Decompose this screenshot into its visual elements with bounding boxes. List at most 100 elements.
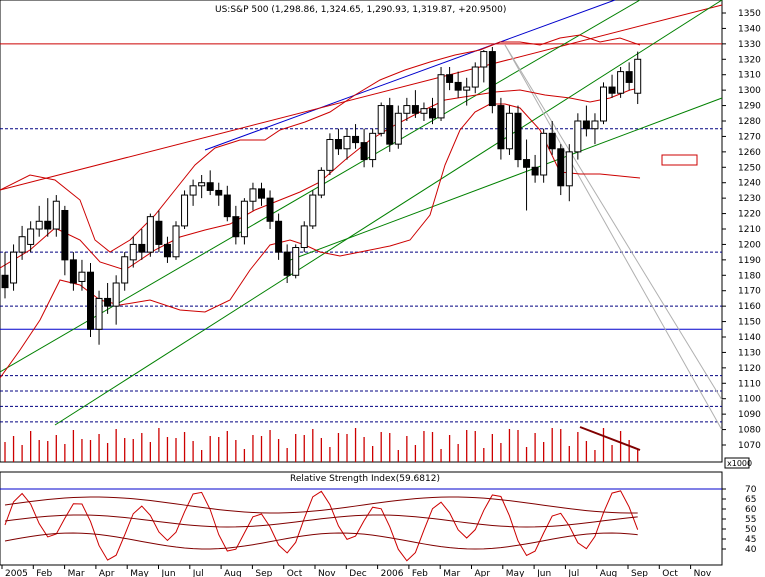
- x-tick-label: Jul: [192, 569, 204, 577]
- volume-bars: [4, 426, 641, 462]
- candle-body: [275, 220, 283, 253]
- x-tick-label: Sep: [255, 569, 272, 577]
- x-tick-label: Sep: [631, 569, 648, 577]
- candle-body: [625, 71, 633, 83]
- x-tick-label: Mar: [68, 569, 85, 577]
- rsi-tick-label: 65: [745, 495, 756, 505]
- candle-body: [206, 182, 214, 191]
- candle-body: [189, 185, 197, 196]
- x-tick-label: Oct: [662, 569, 678, 577]
- price-tick-label: 1310: [738, 71, 761, 81]
- blue-trendline: [204, 0, 616, 151]
- candle-body: [146, 216, 154, 253]
- x-axis: 2005 Feb Mar Apr May Jun Jul Aug Sep Oct Nov Dec 200…: [1, 565, 712, 577]
- price-tick-label: 1230: [738, 194, 761, 204]
- candle-body: [300, 225, 308, 249]
- candle-body: [283, 251, 291, 276]
- candle-body: [403, 105, 411, 114]
- price-tick-label: 1200: [738, 240, 761, 250]
- candle-body: [523, 159, 531, 168]
- price-tick-label: 1280: [738, 117, 761, 127]
- rsi-tick-label: 40: [745, 545, 757, 555]
- x-tick-label: 2005: [5, 569, 28, 577]
- grey-fan-line-1: [504, 44, 723, 431]
- volume-unit-label: x1000: [727, 459, 752, 468]
- price-tick-label: 1140: [738, 333, 761, 343]
- rsi-line: [4, 490, 639, 562]
- candle-body: [232, 216, 240, 238]
- x-tick-label: Dec: [349, 569, 366, 577]
- candle-body: [454, 81, 462, 91]
- trendlines: [0, 0, 723, 431]
- candle-body: [352, 135, 360, 144]
- rsi-band-mid: [4, 514, 638, 528]
- green-lower-trendline: [284, 97, 723, 263]
- candle-body: [600, 86, 607, 122]
- price-tick-label: 1180: [738, 271, 761, 281]
- bollinger-upper: [0, 34, 641, 253]
- rsi-tick-label: 55: [745, 515, 756, 525]
- x-tick-label: Nov: [694, 569, 712, 577]
- candle-body: [420, 108, 428, 114]
- candle-body: [531, 166, 539, 176]
- volume-unit-box: [724, 457, 750, 469]
- candle-body: [198, 182, 206, 187]
- candle-body: [514, 112, 522, 161]
- volume-trendline: [579, 426, 641, 451]
- rsi-chart-title: Relative Strength Index(59.6812): [290, 474, 440, 484]
- candle-body: [258, 188, 265, 199]
- candle-body: [172, 225, 180, 258]
- candle-body: [429, 108, 436, 119]
- candle-body: [61, 209, 69, 261]
- rsi-panel-frame: [0, 471, 723, 566]
- price-tick-label: 1210: [738, 225, 761, 235]
- candle-body: [266, 197, 274, 222]
- green-steep-trendline: [54, 0, 723, 426]
- candle-body: [10, 251, 18, 284]
- candle-body: [471, 66, 479, 88]
- rsi-tick-label: 70: [745, 485, 757, 495]
- price-tick-label: 1190: [738, 256, 761, 266]
- x-tick-label: May: [506, 569, 525, 577]
- candle-body: [78, 271, 86, 282]
- price-chart-title: US:S&P 500 (1,298.86, 1,324.65, 1,290.93…: [215, 5, 506, 15]
- price-tick-label: 1330: [738, 40, 761, 50]
- candle-body: [52, 200, 60, 230]
- candle-body: [437, 74, 445, 119]
- x-tick-label: Feb: [36, 569, 52, 577]
- price-y-axis: 1070 1080 1090 1100 1110 1120 1130 1140 1150 1160…: [722, 9, 761, 451]
- candle-body: [292, 247, 300, 276]
- candle-body: [44, 220, 52, 230]
- candle-body: [317, 169, 325, 196]
- price-tick-label: 1270: [738, 132, 761, 142]
- candle-body: [121, 256, 129, 284]
- candle-body: [95, 297, 103, 330]
- x-tick-label: Feb: [412, 569, 428, 577]
- candle-body: [112, 282, 120, 307]
- x-tick-label: Jun: [536, 569, 551, 577]
- candle-body: [343, 135, 351, 150]
- candle-body: [326, 139, 334, 171]
- candle-body: [240, 200, 248, 238]
- price-tick-label: 1290: [738, 102, 761, 112]
- candle-body: [505, 112, 513, 150]
- candle-body: [557, 148, 565, 187]
- candle-body: [309, 194, 317, 227]
- rsi-lines: [0, 488, 722, 562]
- candle-body: [334, 139, 342, 150]
- candle-body: [87, 271, 94, 330]
- candle-body: [1, 274, 9, 289]
- candle-body: [181, 194, 189, 227]
- price-tick-label: 1320: [738, 55, 761, 65]
- horizontal-levels: [0, 43, 722, 423]
- candle-body: [608, 86, 616, 94]
- price-tick-label: 1100: [738, 395, 761, 405]
- price-tick-label: 1220: [738, 210, 761, 220]
- candle-body: [411, 105, 419, 114]
- price-tick-label: 1120: [738, 364, 761, 374]
- x-tick-label: Aug: [224, 569, 242, 577]
- rsi-tick-label: 50: [745, 525, 757, 535]
- candle-body: [394, 112, 402, 145]
- price-tick-label: 1260: [738, 148, 761, 158]
- x-tick-label: 2006: [381, 569, 404, 577]
